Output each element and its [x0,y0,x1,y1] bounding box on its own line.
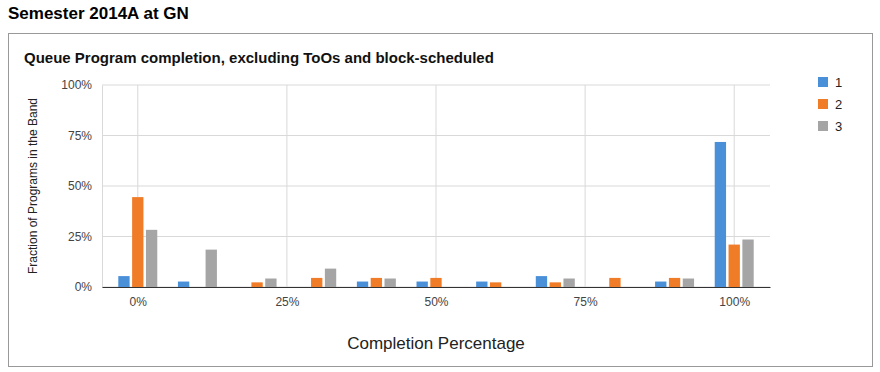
bar [297,287,308,288]
bar [325,269,336,287]
legend-label: 2 [835,97,842,112]
y-axis-title: Fraction of Programs in the Band [26,98,40,274]
bar [265,279,276,287]
x-grid-line [436,85,437,287]
x-tick: 0% [130,287,148,309]
x-tick: 75% [574,287,598,309]
bar [655,282,666,287]
bar [490,282,501,287]
legend: 1 2 3 [818,75,842,134]
x-axis: 0% 25% 50% 75% 100% [103,287,771,309]
x-grid-line [585,85,586,287]
bar [623,287,634,288]
legend-swatch [818,121,828,131]
bar [206,250,217,287]
bar [192,287,203,288]
chart-frame [9,34,873,367]
grid [102,85,770,287]
bar [371,278,382,287]
x-tick-label: 25% [275,295,299,309]
bar [609,278,620,287]
y-tick-label: 100% [61,78,92,92]
page-title: Semester 2014A at GN [8,4,189,23]
bar [251,282,262,287]
bar [178,282,189,287]
x-tick-label: 75% [574,295,598,309]
x-tick-label: 50% [424,295,448,309]
y-tick: 50% [68,179,102,193]
x-tick: 100% [719,287,750,309]
y-tick: 100% [61,78,102,92]
bar [311,278,322,287]
bar [550,282,561,287]
bar [595,287,606,288]
bar [742,240,753,287]
x-tick: 25% [275,287,299,309]
legend-label: 1 [835,75,842,90]
bar [715,142,726,287]
y-tick: 25% [68,230,102,244]
y-tick-label: 75% [68,129,92,143]
y-axis-line [102,86,103,288]
y-axis: 0% 25% 50% 75% 100% [61,78,102,294]
bar [118,276,129,287]
x-tick-label: 0% [130,295,148,309]
legend-swatch [818,99,828,109]
y-tick: 75% [68,129,102,143]
x-tick: 50% [424,287,448,309]
bar [430,278,441,287]
y-tick-label: 0% [75,280,93,294]
bar [146,230,157,287]
x-tick-label: 100% [719,295,750,309]
y-tick-label: 50% [68,179,92,193]
chart-svg: Semester 2014A at GN Queue Program comple… [0,0,880,372]
legend-label: 3 [835,119,842,134]
x-axis-line [103,287,771,288]
x-axis-title: Completion Percentage [347,334,525,353]
y-tick-label: 25% [68,230,92,244]
bar [683,279,694,287]
legend-swatch [818,77,828,87]
bar [238,287,249,288]
bar [444,287,455,288]
bar [729,245,740,287]
x-grid-line [286,85,287,287]
bar [536,276,547,287]
bar [132,197,143,287]
bar [669,278,680,287]
bar [417,282,428,287]
chart-title: Queue Program completion, excluding ToOs… [24,49,494,66]
y-tick: 0% [75,280,102,294]
bars [118,142,753,287]
bar [385,279,396,287]
bar [357,282,368,287]
bar [563,279,574,287]
bar [504,287,515,288]
bar [476,282,487,287]
